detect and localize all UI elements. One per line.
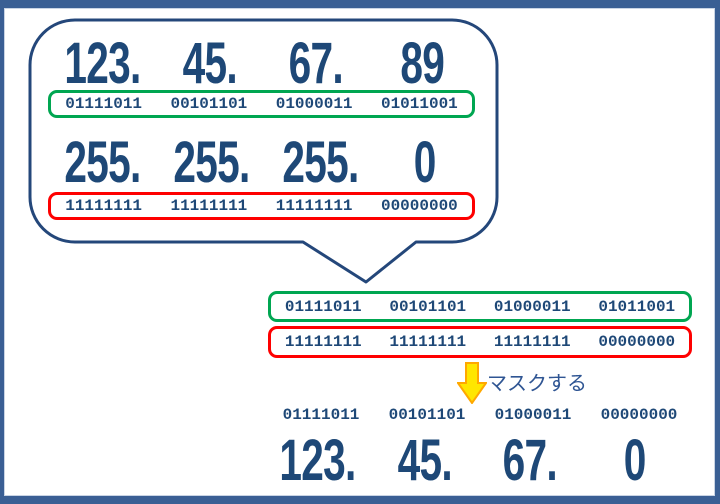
flow-mask-binary-octet1: 11111111 (284, 333, 362, 351)
bubble-mask-octet4: 0 (413, 129, 437, 195)
result-binary-octet1: 01111011 (282, 406, 360, 424)
bubble-mask-decimal-row: 255. 255. 255. 0 (48, 129, 475, 195)
result-decimal-octet1: 123. (279, 427, 356, 493)
bubble-ip-binary-octet2: 00101101 (170, 95, 248, 113)
bubble-ip-decimal-row: 123. 45. 67. 89 (48, 30, 475, 96)
flow-mask-binary-box: 11111111 11111111 11111111 00000000 (268, 326, 692, 358)
flow-ip-binary-octet3: 01000011 (493, 297, 571, 316)
bubble-mask-octet3: 255. (282, 129, 359, 195)
result-decimal-octet4: 0 (623, 427, 647, 493)
bubble-ip-octet4: 89 (400, 30, 444, 96)
mask-down-arrow-icon (457, 362, 487, 404)
bubble-ip-octet2: 45. (182, 30, 238, 96)
bubble-mask-binary-box: 11111111 11111111 11111111 00000000 (48, 192, 475, 220)
bubble-mask-binary-octet3: 11111111 (275, 197, 353, 215)
mask-action-label: マスクする (487, 373, 587, 395)
bubble-ip-binary-box: 01111011 00101101 01000011 01011001 (48, 90, 475, 118)
flow-ip-binary-octet1: 01111011 (284, 297, 362, 316)
result-binary-octet4: 00000000 (600, 406, 678, 424)
bubble-mask-octet1: 255. (64, 129, 141, 195)
bubble-ip-octet3: 67. (288, 30, 344, 96)
bubble-mask-binary-octet1: 11111111 (65, 197, 143, 215)
flow-result-decimal-row: 123. 45. 67. 0 (263, 427, 687, 493)
result-decimal-octet3: 67. (502, 427, 557, 493)
flow-ip-binary-box: 01111011 00101101 01000011 01011001 (268, 291, 692, 322)
flow-mask-binary-octet3: 11111111 (493, 333, 571, 351)
bubble-mask-binary-octet2: 11111111 (170, 197, 248, 215)
bubble-ip-binary-octet4: 01011001 (380, 95, 458, 113)
flow-ip-binary-octet4: 01011001 (598, 297, 676, 316)
flow-ip-binary-octet2: 00101101 (389, 297, 467, 316)
flow-mask-binary-octet4: 00000000 (598, 333, 676, 351)
bubble-ip-binary-octet1: 01111011 (65, 95, 143, 113)
result-binary-octet2: 00101101 (388, 406, 466, 424)
flow-result-binary-row: 01111011 00101101 01000011 00000000 (268, 403, 692, 427)
bubble-ip-octet1: 123. (64, 30, 141, 96)
bubble-mask-octet2: 255. (173, 129, 250, 195)
result-decimal-octet2: 45. (397, 427, 452, 493)
result-binary-octet3: 01000011 (494, 406, 572, 424)
bubble-ip-binary-octet3: 01000011 (275, 95, 353, 113)
flow-mask-binary-octet2: 11111111 (389, 333, 467, 351)
bubble-mask-binary-octet4: 00000000 (380, 197, 458, 215)
